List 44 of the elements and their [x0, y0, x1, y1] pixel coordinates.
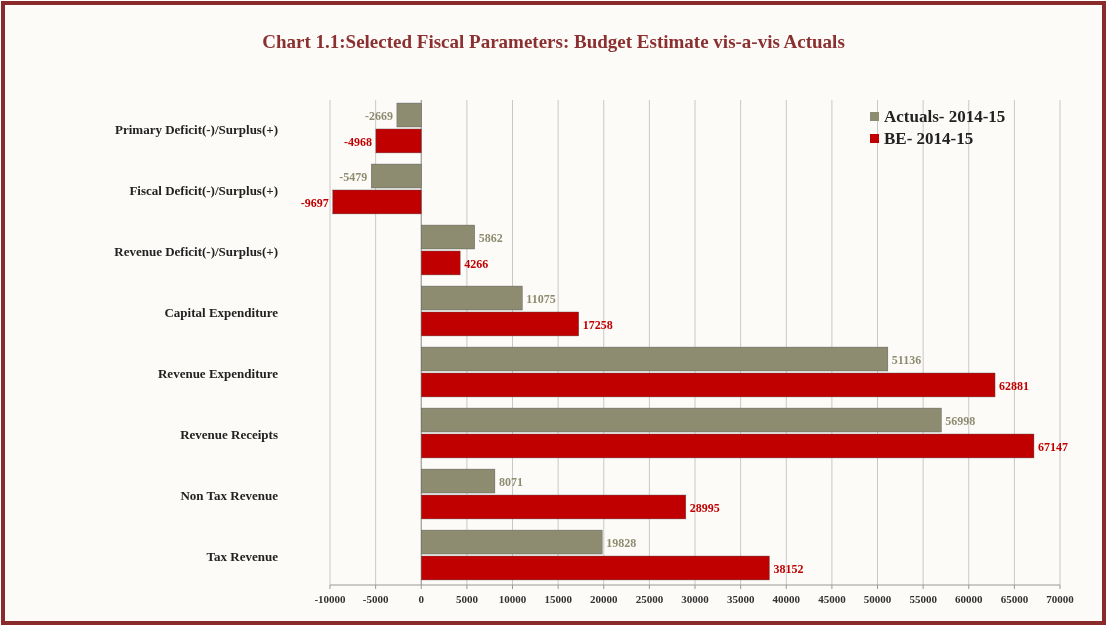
- data-label: 19828: [606, 536, 637, 551]
- y-tick-label: Fiscal Deficit(-)/Surplus(+): [129, 182, 278, 198]
- x-tick-label: 55000: [909, 593, 938, 605]
- x-tick-label: 10000: [498, 593, 527, 605]
- y-tick-label: Tax Revenue: [206, 549, 279, 565]
- y-tick-label: Revenue Receipts: [180, 427, 278, 443]
- data-label: 56998: [945, 414, 976, 429]
- x-tick-label: 40000: [772, 593, 801, 605]
- y-tick-label: Revenue Deficit(-)/Surplus(+): [114, 243, 278, 259]
- x-tick-label: 15000: [544, 593, 573, 605]
- x-tick-label: -10000: [314, 593, 347, 605]
- x-tick-label: 45000: [818, 593, 847, 605]
- data-label: -9697: [300, 195, 329, 210]
- x-tick-label: 20000: [590, 593, 618, 605]
- data-label: 67147: [1037, 439, 1068, 454]
- data-label: 38152: [773, 561, 804, 576]
- x-tick-label: 50000: [863, 593, 892, 605]
- data-label: 8071: [498, 475, 523, 490]
- x-tick-label: 30000: [681, 593, 710, 605]
- y-tick-label: Primary Deficit(-)/Surplus(+): [114, 121, 278, 137]
- x-tick-label: 5000: [455, 593, 479, 605]
- data-label: -2669: [364, 109, 393, 124]
- data-label: 51136: [891, 353, 922, 368]
- x-tick-label: 35000: [726, 593, 755, 605]
- y-tick-label: Capital Expenditure: [164, 305, 279, 320]
- x-tick-label: 70000: [1046, 593, 1075, 605]
- legend-label: BE- 2014-15: [884, 129, 974, 148]
- x-tick-label: 60000: [955, 593, 983, 605]
- x-tick-label: 0: [418, 593, 425, 605]
- data-label: 4266: [464, 256, 489, 271]
- data-label: -4968: [343, 134, 372, 149]
- data-label: 17258: [582, 317, 613, 332]
- x-tick-label: 25000: [635, 593, 664, 605]
- data-label: -5479: [339, 170, 368, 185]
- data-label: 62881: [999, 378, 1030, 393]
- chart-title: Chart 1.1:Selected Fiscal Parameters: Budget Estimate vis-a-vis Actuals: [262, 31, 845, 52]
- y-tick-label: Non Tax Revenue: [180, 488, 279, 504]
- data-label: 5862: [478, 231, 503, 246]
- data-label: 11075: [526, 292, 556, 307]
- x-tick-label: 65000: [1000, 593, 1029, 605]
- y-tick-label: Revenue Expenditure: [157, 366, 279, 381]
- legend-label: Actuals- 2014-15: [884, 107, 1006, 126]
- x-tick-label: -5000: [362, 593, 389, 605]
- data-label: 28995: [689, 500, 720, 515]
